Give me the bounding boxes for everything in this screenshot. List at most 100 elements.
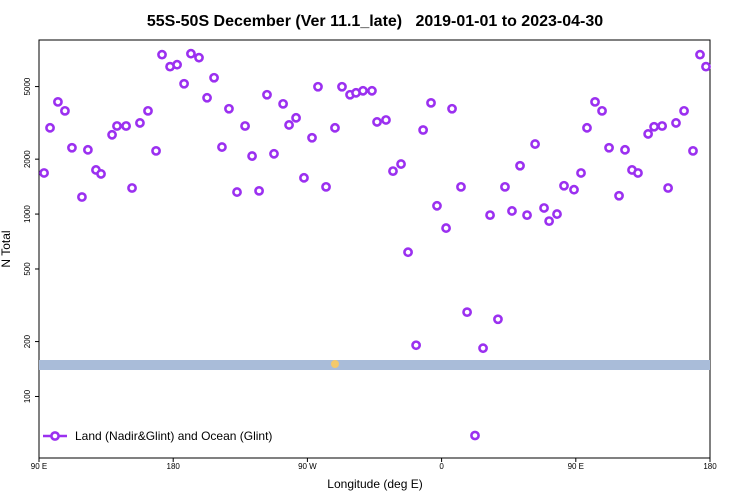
point bbox=[291, 112, 301, 123]
point bbox=[507, 206, 517, 216]
point bbox=[284, 120, 294, 130]
point bbox=[60, 105, 70, 116]
coverage-spot bbox=[331, 360, 339, 368]
point bbox=[224, 103, 234, 114]
point bbox=[671, 118, 681, 128]
point bbox=[367, 85, 377, 96]
point bbox=[388, 166, 398, 177]
point bbox=[179, 78, 189, 89]
point bbox=[112, 121, 122, 131]
point bbox=[470, 430, 480, 441]
point bbox=[313, 81, 323, 92]
point bbox=[135, 118, 145, 128]
point bbox=[381, 115, 391, 125]
point bbox=[262, 89, 272, 100]
point bbox=[411, 340, 422, 351]
y-tick-label: 2000 bbox=[23, 150, 32, 168]
coverage-band bbox=[39, 360, 710, 370]
point bbox=[278, 98, 288, 109]
point bbox=[456, 181, 466, 192]
point bbox=[493, 314, 503, 325]
point bbox=[299, 172, 309, 183]
point bbox=[403, 247, 413, 258]
point bbox=[559, 180, 569, 191]
point bbox=[194, 52, 204, 63]
point bbox=[172, 59, 182, 70]
x-tick-label: 90 E bbox=[31, 462, 47, 471]
x-tick-label: 0 bbox=[439, 462, 444, 471]
point bbox=[247, 151, 257, 161]
x-tick-label: 90 W bbox=[298, 462, 317, 471]
legend-marker bbox=[50, 431, 60, 441]
point bbox=[500, 181, 510, 192]
point bbox=[372, 117, 382, 127]
point bbox=[695, 49, 705, 60]
point bbox=[441, 223, 451, 233]
point bbox=[157, 49, 167, 60]
point bbox=[522, 210, 532, 221]
point bbox=[307, 132, 317, 143]
y-tick-label: 500 bbox=[23, 262, 32, 276]
point bbox=[67, 142, 77, 153]
point bbox=[202, 92, 212, 103]
point bbox=[544, 216, 555, 227]
point bbox=[321, 181, 331, 192]
point bbox=[151, 145, 161, 156]
point bbox=[337, 81, 347, 92]
point bbox=[45, 122, 55, 133]
point bbox=[649, 121, 659, 132]
point bbox=[53, 97, 63, 107]
point bbox=[539, 203, 549, 213]
point bbox=[396, 159, 406, 169]
x-tick-label: 180 bbox=[167, 462, 181, 471]
point bbox=[657, 121, 668, 131]
point bbox=[269, 148, 279, 159]
point bbox=[77, 192, 87, 202]
point bbox=[701, 61, 711, 72]
point bbox=[604, 142, 614, 153]
point bbox=[569, 184, 579, 195]
point bbox=[121, 121, 131, 131]
point bbox=[597, 105, 607, 116]
point bbox=[688, 145, 698, 156]
point bbox=[614, 190, 624, 201]
point bbox=[358, 85, 368, 96]
point bbox=[633, 168, 643, 178]
plot-frame bbox=[38, 39, 711, 459]
point bbox=[39, 168, 49, 178]
point bbox=[209, 72, 219, 83]
point bbox=[643, 129, 654, 139]
y-tick-label: 1000 bbox=[23, 205, 32, 223]
point bbox=[107, 129, 117, 140]
x-tick-label: 180 bbox=[703, 462, 717, 471]
point bbox=[96, 169, 106, 179]
point bbox=[143, 105, 153, 116]
chart-title: 55S-50S December (Ver 11.1_late) 2019-01… bbox=[147, 13, 603, 30]
point bbox=[485, 210, 495, 221]
point bbox=[127, 183, 137, 193]
point bbox=[552, 209, 562, 219]
point bbox=[232, 187, 242, 197]
point bbox=[530, 139, 540, 149]
point bbox=[515, 160, 525, 171]
point bbox=[478, 343, 488, 354]
point bbox=[426, 97, 436, 108]
x-axis-label: Longitude (deg E) bbox=[327, 477, 422, 491]
x-tick-label: 90 E bbox=[568, 462, 584, 471]
point bbox=[254, 185, 264, 196]
legend-label: Land (Nadir&Glint) and Ocean (Glint) bbox=[75, 429, 272, 443]
point bbox=[582, 122, 592, 133]
point bbox=[240, 121, 250, 131]
point bbox=[663, 183, 673, 193]
point bbox=[590, 97, 600, 107]
point bbox=[447, 103, 457, 114]
point bbox=[432, 200, 442, 211]
y-tick-label: 200 bbox=[23, 334, 32, 348]
point bbox=[576, 168, 586, 178]
point bbox=[418, 125, 429, 135]
point bbox=[462, 307, 472, 318]
point bbox=[83, 144, 93, 155]
y-tick-label: 5000 bbox=[23, 77, 32, 95]
point bbox=[217, 142, 227, 152]
